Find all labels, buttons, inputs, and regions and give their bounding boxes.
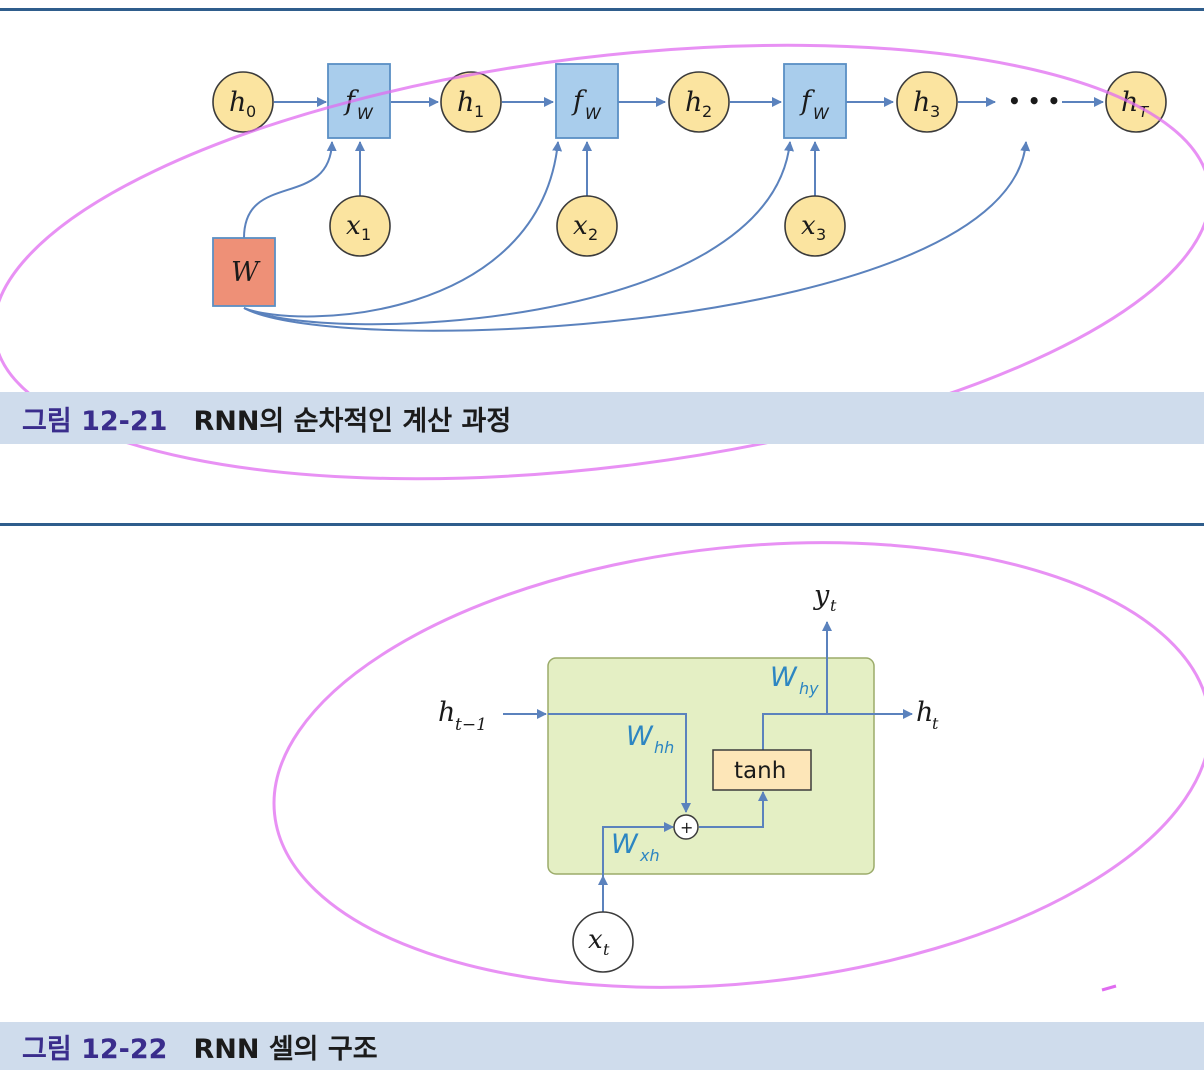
- label-h-prev: h t−1: [438, 697, 487, 735]
- arrow-w-fw1: [243, 141, 337, 239]
- arrow-w-fw2: [243, 141, 563, 318]
- svg-text:hy: hy: [799, 679, 819, 698]
- label-w-xh: W xh: [611, 829, 660, 865]
- tanh-box: tanh: [712, 749, 812, 791]
- caption-number-1: 그림 12-21: [22, 405, 168, 437]
- annotation-ellipse-top: [0, 43, 1204, 481]
- svg-text:x: x: [801, 211, 816, 241]
- svg-text:2: 2: [588, 225, 598, 244]
- rnn-cell-diagram: + tanh x t h t−1 h t y t W hh: [438, 580, 939, 973]
- input-x1: x 1: [329, 195, 391, 257]
- svg-text:0: 0: [246, 102, 256, 121]
- hidden-state-h3: h 3: [896, 71, 958, 133]
- svg-text:W: W: [626, 721, 654, 752]
- figure-caption-1: 그림 12-21 RNN의 순차적인 계산 과정: [0, 392, 1204, 444]
- svg-text:h: h: [913, 87, 930, 118]
- label-h-out: h t: [916, 697, 939, 733]
- svg-text:T: T: [1139, 103, 1150, 121]
- arrow-hprev-to-plus: [548, 713, 691, 813]
- ellipsis: • • •: [1008, 89, 1060, 113]
- svg-text:h: h: [438, 697, 455, 728]
- input-xt: x t: [572, 911, 634, 973]
- svg-text:t: t: [830, 596, 837, 615]
- function-box-fw2: f W: [555, 63, 619, 139]
- svg-text:x: x: [588, 925, 603, 955]
- svg-text:t: t: [932, 714, 939, 733]
- function-box-fw3: f W: [783, 63, 847, 139]
- svg-text:+: +: [680, 818, 693, 837]
- label-w-hh: W hh: [626, 721, 674, 757]
- svg-text:x: x: [573, 211, 588, 241]
- svg-text:2: 2: [702, 102, 712, 121]
- function-box-fw1: f W: [327, 63, 391, 139]
- svg-text:t−1: t−1: [455, 715, 487, 735]
- svg-text:xh: xh: [639, 846, 660, 865]
- input-x3: x 3: [784, 195, 846, 257]
- svg-text:W: W: [770, 662, 798, 693]
- hidden-state-hT: h T: [1105, 71, 1167, 133]
- top-rule: [0, 8, 1204, 11]
- svg-text:W: W: [813, 104, 830, 123]
- hidden-state-h0: h 0: [212, 71, 274, 133]
- middle-rule: [0, 523, 1204, 526]
- svg-text:W: W: [585, 104, 602, 123]
- svg-text:h: h: [229, 87, 246, 118]
- hidden-state-h1: h 1: [440, 71, 502, 133]
- label-y-out: y t: [813, 580, 837, 615]
- svg-text:t: t: [603, 940, 610, 959]
- input-x2: x 2: [556, 195, 618, 257]
- svg-text:hh: hh: [654, 738, 674, 757]
- annotation-stroke-mark: [1101, 984, 1117, 992]
- hidden-state-h2: h 2: [668, 71, 730, 133]
- label-w-hy: W hy: [770, 662, 819, 698]
- svg-text:W: W: [231, 257, 261, 288]
- sum-node: +: [673, 814, 699, 840]
- svg-text:h: h: [457, 87, 474, 118]
- svg-text:x: x: [346, 211, 361, 241]
- arrow-plus-to-tanh: [699, 791, 768, 828]
- arrow-tanh-to-ht: [762, 709, 913, 750]
- arrow-w-next: [243, 141, 1031, 332]
- arrow-w-fw3: [243, 141, 794, 326]
- caption-number-2: 그림 12-22: [22, 1033, 168, 1065]
- svg-text:W: W: [611, 829, 639, 860]
- rnn-unrolled-diagram: h 0 h 1 h 2 h 3 h T • • • f W: [212, 63, 1167, 332]
- arrow-xt-to-plus: [602, 822, 674, 876]
- svg-text:W: W: [357, 104, 374, 123]
- caption-text-2: RNN 셀의 구조: [193, 1033, 378, 1065]
- svg-text:3: 3: [930, 102, 940, 121]
- caption-text-1: RNN의 순차적인 계산 과정: [193, 405, 512, 437]
- annotation-ellipse-bottom: [272, 541, 1204, 989]
- svg-text:y: y: [813, 580, 830, 611]
- svg-text:tanh: tanh: [734, 758, 786, 784]
- svg-text:h: h: [685, 87, 702, 118]
- svg-text:1: 1: [361, 225, 371, 244]
- svg-text:1: 1: [474, 102, 484, 121]
- weight-box-w: W: [212, 237, 276, 307]
- cell-body: [547, 657, 875, 875]
- svg-text:3: 3: [816, 225, 826, 244]
- figure-caption-2: 그림 12-22 RNN 셀의 구조: [0, 1022, 1204, 1070]
- svg-text:h: h: [916, 697, 933, 728]
